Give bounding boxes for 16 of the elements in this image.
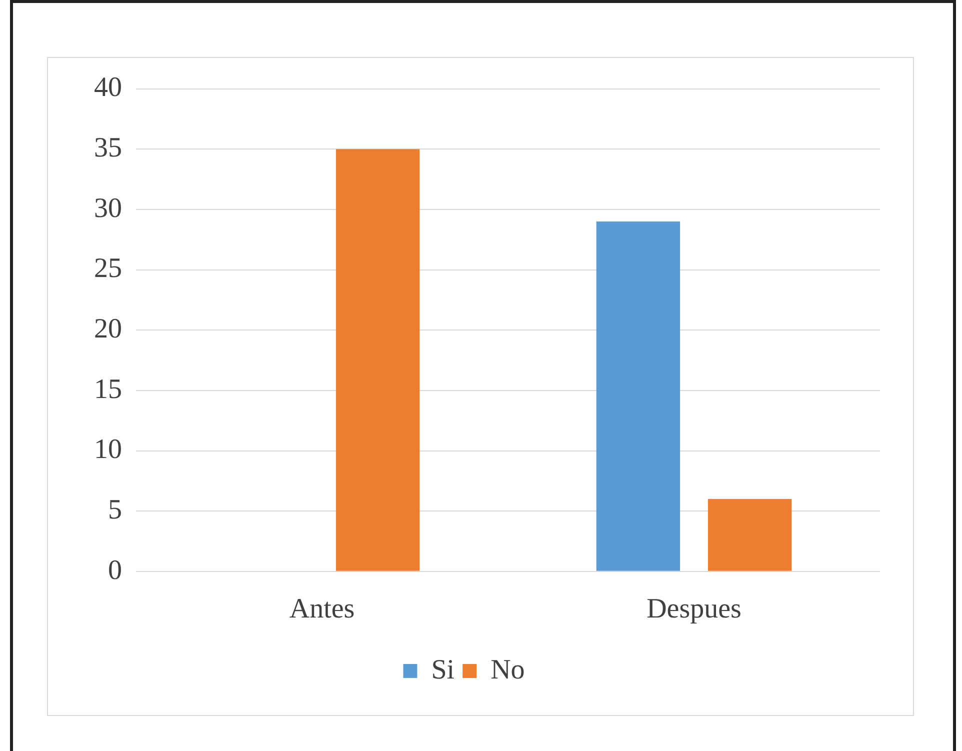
y-tick-label: 0 — [108, 554, 122, 586]
y-tick-label: 10 — [94, 434, 122, 466]
bar — [336, 149, 420, 571]
y-tick-label: 25 — [94, 253, 122, 284]
bar — [596, 222, 680, 571]
y-tick-label: 5 — [108, 494, 122, 526]
legend-label: Si — [431, 654, 455, 686]
y-tick-label: 20 — [94, 313, 122, 344]
y-tick-label: 15 — [94, 374, 122, 405]
y-tick-label: 35 — [94, 132, 122, 164]
legend-label: No — [490, 654, 525, 686]
y-tick-label: 30 — [94, 192, 122, 224]
x-tick-label: Despues — [646, 594, 742, 625]
y-tick-label: 40 — [94, 72, 122, 104]
bar — [708, 499, 792, 571]
x-tick-label: Antes — [289, 594, 355, 625]
